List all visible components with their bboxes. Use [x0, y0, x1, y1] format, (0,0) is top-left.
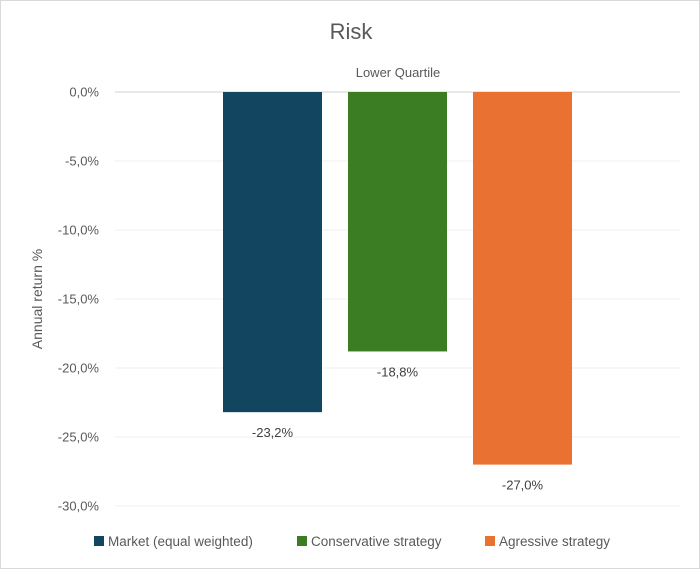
legend-swatch [485, 536, 495, 546]
chart-title: Risk [330, 19, 374, 44]
y-tick-label: 0,0% [69, 85, 99, 100]
gridlines [115, 91, 680, 507]
legend-label: Agressive strategy [499, 534, 610, 549]
legend-item: Conservative strategy [297, 534, 442, 549]
legend-label: Market (equal weighted) [108, 534, 253, 549]
y-tick-label: -30,0% [58, 499, 100, 514]
legend-swatch [94, 536, 104, 546]
bar-1 [223, 92, 322, 413]
y-tick-label: -20,0% [58, 361, 100, 376]
data-label: -18,8% [377, 364, 419, 379]
category-label: Lower Quartile [356, 65, 441, 80]
legend-swatch [297, 536, 307, 546]
y-tick-label: -5,0% [65, 154, 99, 169]
bar-3 [473, 92, 572, 465]
y-tick-labels: 0,0% -5,0% -10,0% -15,0% -20,0% -25,0% -30,0% [58, 85, 100, 514]
data-label: -27,0% [502, 478, 544, 493]
legend-label: Conservative strategy [311, 534, 442, 549]
y-tick-label: -25,0% [58, 430, 100, 445]
data-labels: -23,2% -18,8% -27,0% [252, 364, 544, 492]
legend-item: Agressive strategy [485, 534, 610, 549]
legend: Market (equal weighted) Conservative stra… [94, 534, 610, 549]
data-label: -23,2% [252, 425, 294, 440]
legend-item: Market (equal weighted) [94, 534, 253, 549]
bar-2 [348, 92, 447, 352]
y-axis-label: Annual return % [29, 249, 45, 349]
y-tick-label: -15,0% [58, 292, 100, 307]
y-tick-label: -10,0% [58, 223, 100, 238]
bars [223, 92, 572, 465]
